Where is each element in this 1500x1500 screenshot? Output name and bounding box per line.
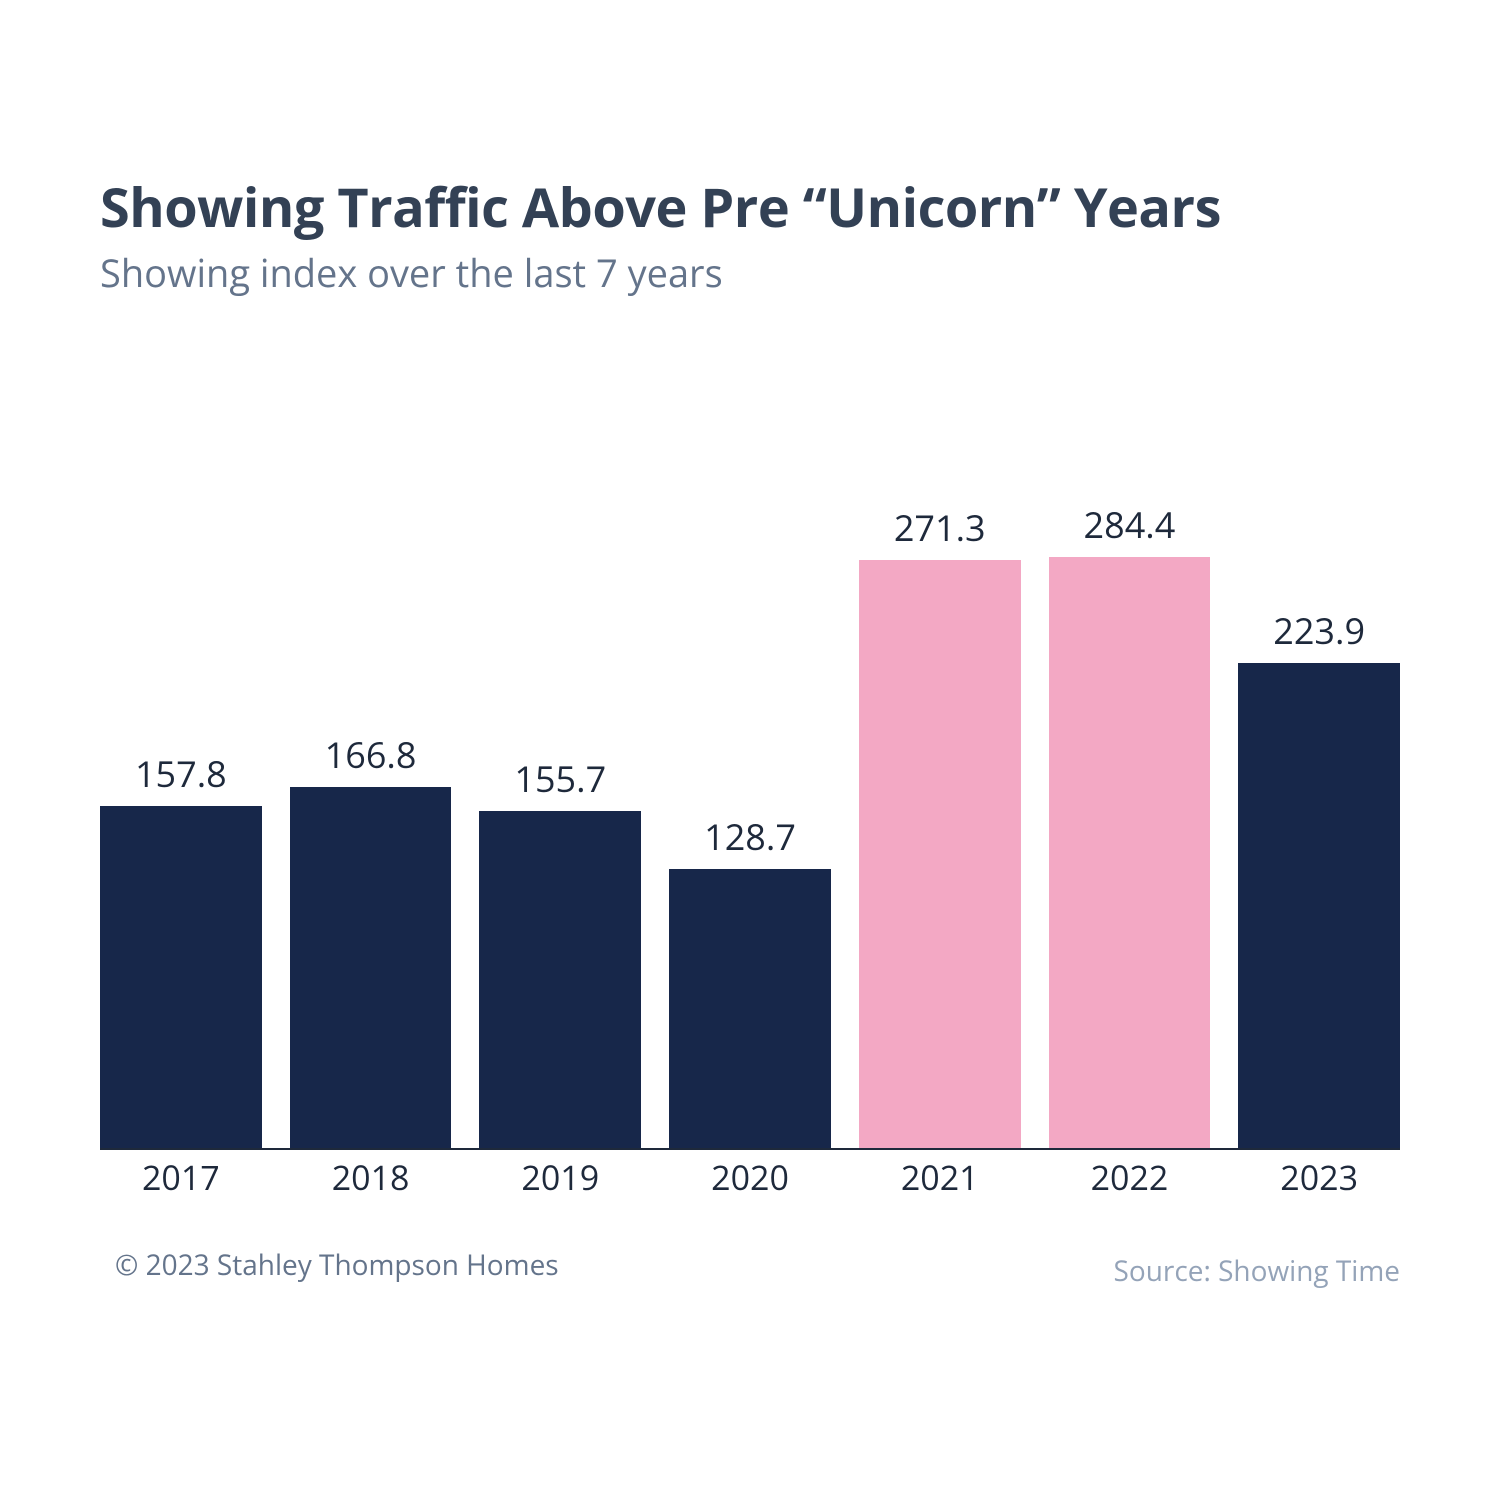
x-axis-label: 2022 <box>1049 1154 1211 1200</box>
x-axis-label: 2017 <box>100 1154 262 1200</box>
bar <box>1238 663 1400 1148</box>
bar-value-label: 155.7 <box>514 754 606 803</box>
bar-wrap: 155.7 <box>479 500 641 1148</box>
bars-container: 157.8 166.8 155.7 128.7 271.3 284.4 223.9 <box>100 500 1400 1150</box>
bar-value-label: 157.8 <box>135 749 227 798</box>
source-text: Source: Showing Time <box>1114 1252 1401 1290</box>
chart-title: Showing Traffic Above Pre “Unicorn” Year… <box>100 175 1400 237</box>
bar-value-label: 166.8 <box>325 730 417 779</box>
bar-value-label: 284.4 <box>1084 500 1176 549</box>
bar-wrap: 157.8 <box>100 500 262 1148</box>
bar <box>669 869 831 1148</box>
bar-wrap: 223.9 <box>1238 500 1400 1148</box>
bar-wrap: 284.4 <box>1049 500 1211 1148</box>
bar-wrap: 166.8 <box>290 500 452 1148</box>
bar-chart: 157.8166.8155.7128.7271.3284.4223.9 2017… <box>100 500 1400 1190</box>
bar-wrap: 271.3 <box>859 500 1021 1148</box>
x-axis-label: 2021 <box>859 1154 1021 1200</box>
x-axis-label: 2019 <box>479 1154 641 1200</box>
x-axis-label: 2020 <box>669 1154 831 1200</box>
bar-wrap: 128.7 <box>669 500 831 1148</box>
x-axis-label: 2023 <box>1238 1154 1400 1200</box>
bar <box>859 560 1021 1148</box>
bar-value-label: 223.9 <box>1273 606 1365 655</box>
chart-subtitle: Showing index over the last 7 years <box>100 247 1400 299</box>
bar <box>290 787 452 1148</box>
x-axis-labels: 2017 2018 2019 2020 2021 2022 2023 <box>100 1154 1400 1200</box>
header: Showing Traffic Above Pre “Unicorn” Year… <box>100 175 1400 299</box>
bar-value-label: 271.3 <box>894 503 986 552</box>
x-axis-label: 2018 <box>290 1154 452 1200</box>
copyright-text: © 2023 Stahley Thompson Homes <box>115 1246 559 1284</box>
bar <box>100 806 262 1148</box>
bar <box>479 811 641 1148</box>
bar <box>1049 557 1211 1148</box>
bar-value-label: 128.7 <box>704 812 796 861</box>
